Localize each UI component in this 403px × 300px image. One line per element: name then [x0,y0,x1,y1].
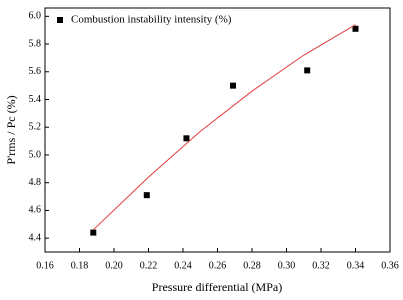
scatter-point [352,25,359,32]
x-tick-label: 0.18 [71,260,89,271]
x-tick-label: 0.16 [36,260,54,271]
fit-line [92,24,356,231]
x-tick-label: 0.24 [174,260,192,271]
x-tick-label: 0.28 [243,260,261,271]
y-tick-label: 5.0 [29,149,42,160]
legend-marker [57,17,63,23]
x-tick-label: 0.22 [140,260,158,271]
scatter-point [183,135,190,142]
y-axis-title: P'rms / Pc (%) [4,95,18,164]
x-tick-label: 0.30 [278,260,296,271]
x-tick-label: 0.36 [381,260,399,271]
x-axis-title: Pressure differential (MPa) [152,280,282,294]
plot-frame [44,7,391,253]
x-tick-label: 0.26 [209,260,227,271]
scatter-point [143,192,150,199]
scatter-point [304,67,311,74]
scatter-point [90,229,97,236]
y-tick-label: 4.4 [29,232,42,243]
y-tick-label: 5.6 [29,66,42,77]
scatter-point [230,82,237,89]
y-tick-label: 4.8 [29,177,42,188]
x-tick-label: 0.34 [347,260,365,271]
legend-label: Combustion instability intensity (%) [71,14,232,26]
y-tick-label: 5.8 [29,38,42,49]
y-tick-label: 4.6 [29,205,42,216]
y-tick-label: 6.0 [29,11,42,22]
y-tick-label: 5.4 [29,94,42,105]
x-tick-label: 0.20 [105,260,123,271]
x-tick-label: 0.32 [312,260,330,271]
y-tick-label: 5.2 [29,122,42,133]
